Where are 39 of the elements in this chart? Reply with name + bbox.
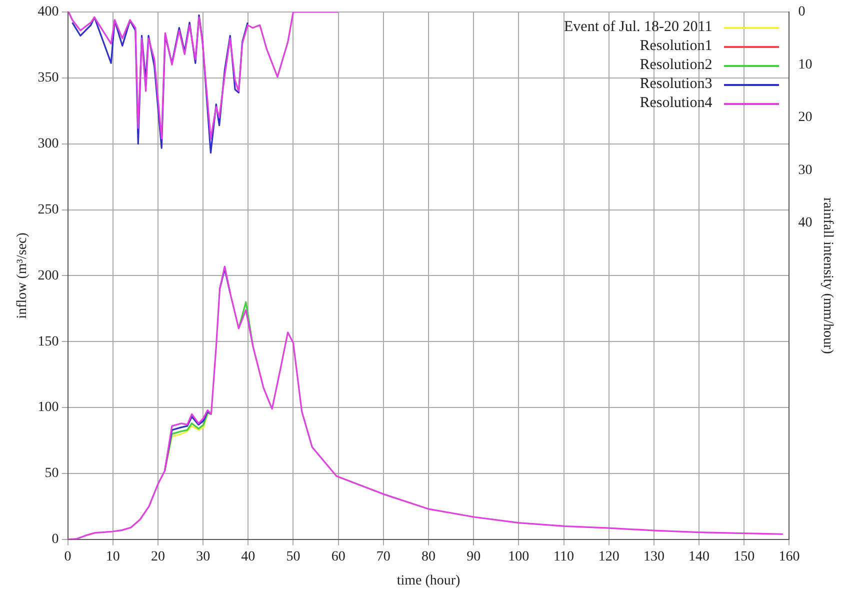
legend-label: Event of Jul. 18-20 2011 — [564, 18, 712, 37]
y-tick-label: 300 — [38, 136, 59, 152]
x-tick-label: 90 — [466, 549, 481, 564]
y-tick-label: 150 — [38, 334, 59, 350]
x-tick-label: 70 — [376, 549, 390, 564]
y-tick-label: 350 — [38, 70, 59, 86]
x-tick-label: 130 — [643, 549, 664, 564]
x-tick-label: 120 — [598, 549, 620, 564]
x-tick-label: 100 — [508, 549, 530, 564]
x-tick-label: 150 — [734, 549, 755, 564]
y-axis-title: inflow (m³/sec) — [15, 232, 30, 319]
legend-label: Resolution3 — [640, 75, 712, 94]
x-tick-label: 30 — [196, 549, 210, 564]
x-tick-label: 40 — [241, 549, 256, 564]
legend-label: Resolution4 — [640, 94, 712, 113]
x-tick-label: 110 — [554, 549, 574, 564]
y-tick-label: 400 — [38, 4, 59, 20]
y2-tick-label: 30 — [798, 162, 812, 178]
x-tick-label: 160 — [778, 549, 800, 564]
y2-tick-label: 40 — [798, 216, 812, 231]
y-tick-label: 200 — [38, 268, 59, 284]
x-axis-title: time (hour) — [396, 573, 461, 588]
x-tick-label: 60 — [331, 549, 346, 564]
y2-tick-label: 20 — [798, 110, 812, 126]
x-tick-label: 20 — [150, 549, 165, 564]
x-tick-label: 80 — [422, 549, 436, 564]
y2-axis-title: rainfall intensity (mm/hour) — [820, 198, 835, 354]
y-tick-label: 0 — [52, 532, 59, 548]
y2-tick-label: 0 — [798, 4, 806, 20]
legend-label: Resolution1 — [640, 37, 712, 56]
x-tick-label: 10 — [106, 549, 120, 564]
y-tick-label: 100 — [38, 400, 59, 416]
y-tick-label: 50 — [44, 466, 59, 482]
y-tick-label: 250 — [38, 202, 59, 218]
legend-label: Resolution2 — [640, 56, 712, 75]
x-tick-label: 140 — [688, 549, 710, 564]
y2-tick-label: 10 — [798, 57, 812, 72]
x-tick-label: 50 — [286, 549, 300, 564]
x-tick-label: 0 — [64, 549, 72, 564]
